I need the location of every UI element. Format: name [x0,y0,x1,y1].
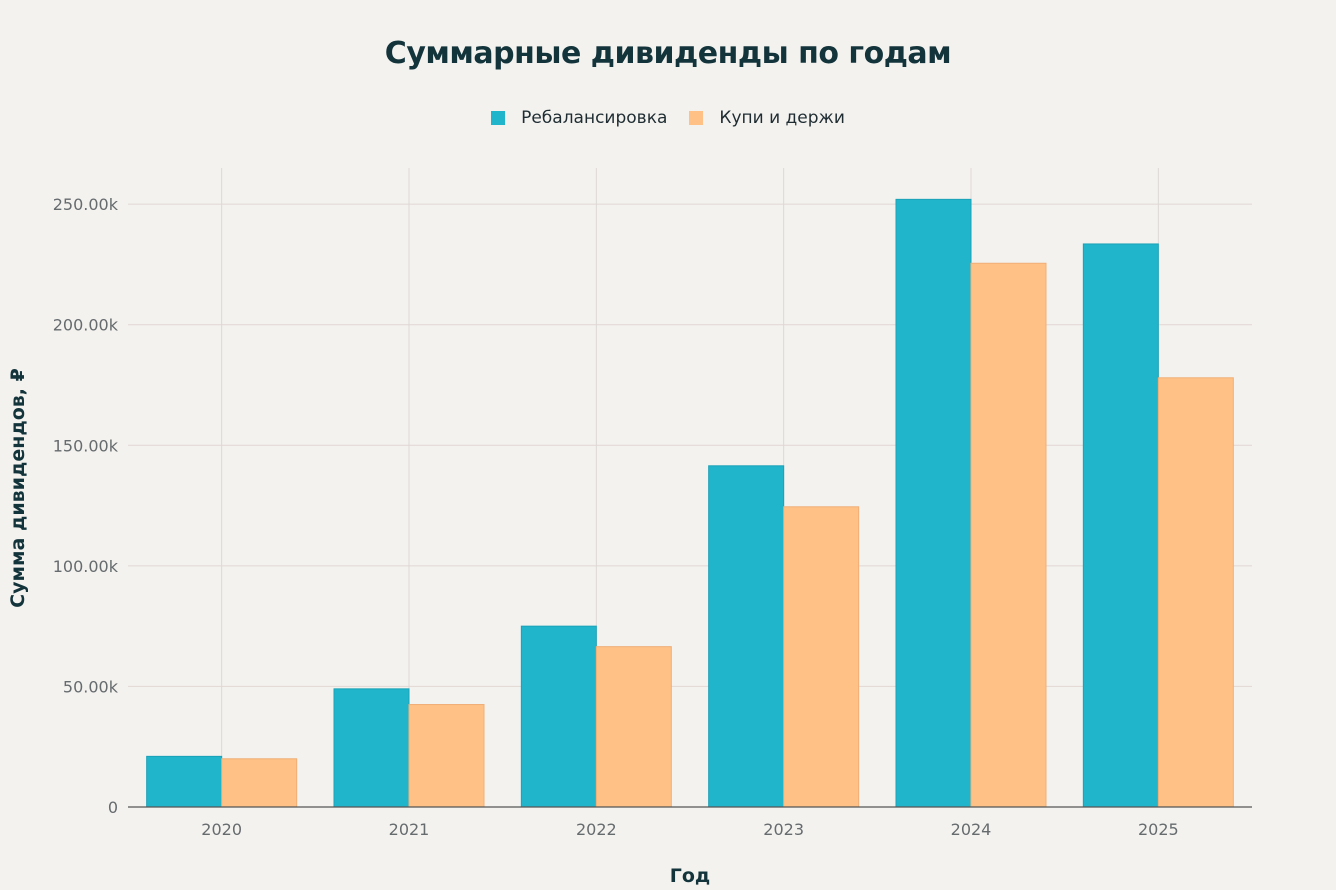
x-tick-label: 2024 [951,820,992,839]
chart-title: Суммарные дивиденды по годам [384,36,952,71]
y-axis-title: Сумма дивидендов, ₽ [7,368,29,608]
legend-swatch-buy-and-hold [689,111,704,125]
legend-label-buy-and-hold: Купи и держи [719,108,845,128]
y-tick-label: 200.00k [53,316,119,335]
bar-buy-and-hold[interactable] [970,262,1047,808]
y-tick-label: 150.00k [53,436,119,455]
x-axis-title: Год [670,865,711,887]
x-tick-label: 2021 [389,820,430,839]
y-tick-label: 50.00k [63,677,119,696]
legend-item-buy-and-hold[interactable]: Купи и держи [689,108,845,128]
x-tick-label: 2020 [201,820,242,839]
chart-legend: Ребалансировка Купи и держи [0,104,1336,132]
x-tick-label: 2022 [576,820,617,839]
legend-label-rebalancing: Ребалансировка [521,108,668,128]
bar-buy-and-hold[interactable] [1157,377,1234,808]
x-tick-label: 2023 [763,820,804,839]
bar-buy-and-hold[interactable] [221,758,298,808]
x-tick-label: 2025 [1138,820,1179,839]
y-tick-label: 100.00k [53,557,119,576]
bar-rebalancing[interactable] [146,755,223,808]
bar-buy-and-hold[interactable] [595,646,672,808]
bar-rebalancing[interactable] [333,688,410,808]
bar-rebalancing[interactable] [708,465,785,808]
y-tick-label: 250.00k [53,195,119,214]
bar-rebalancing[interactable] [1082,243,1159,808]
legend-item-rebalancing[interactable]: Ребалансировка [491,108,667,128]
bar-buy-and-hold[interactable] [783,506,860,808]
bar-buy-and-hold[interactable] [408,704,485,808]
y-tick-label: 0 [108,798,118,817]
bar-rebalancing[interactable] [520,625,597,808]
legend-swatch-rebalancing [491,111,506,125]
bar-rebalancing[interactable] [895,198,972,808]
